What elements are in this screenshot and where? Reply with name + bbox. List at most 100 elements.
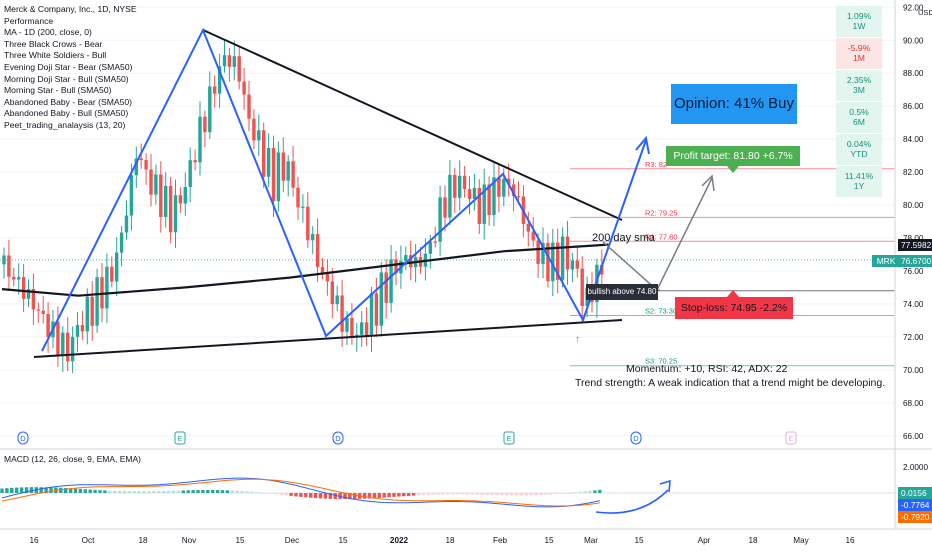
price-tick-label: 74.00 [903, 300, 924, 309]
earnings-marker[interactable] [174, 431, 186, 445]
stop-loss-label[interactable]: Stop-loss: 74.95 -2.2% [675, 297, 793, 319]
sma-200-line[interactable] [1, 243, 609, 297]
performance-cell-6m: 0.5% 6M [836, 102, 882, 133]
legend-performance[interactable]: Performance [4, 15, 54, 26]
earnings-marker[interactable] [503, 431, 515, 445]
macd-histogram-bar [15, 487, 19, 493]
projection-arrowhead [701, 174, 715, 192]
performance-period: 1M [853, 53, 865, 63]
macd-histogram-bar [19, 487, 24, 493]
legend-three-white-soldiers[interactable]: Three White Soldiers - Bull [4, 50, 107, 61]
macd-histogram-bar [44, 487, 48, 493]
bullish-above-label[interactable]: bullish above 74.80 [586, 284, 658, 300]
signal-line-badge: -0.7920 [898, 511, 932, 523]
candle-body [213, 86, 217, 94]
performance-cell-1m: -5.9% 1M [836, 38, 882, 69]
macd-histogram-bar [64, 488, 68, 493]
price-tick-label: 88.00 [903, 69, 924, 78]
profit-target-label[interactable]: Profit target: 81.80 +6.7% [666, 146, 800, 166]
macd-histogram-bar [568, 492, 573, 494]
performance-value: 0.5% [849, 107, 869, 117]
price-tick-label: 82.00 [903, 168, 924, 177]
candle-body [433, 241, 437, 243]
earnings-marker[interactable] [785, 431, 797, 445]
lower-trendline[interactable] [33, 319, 623, 358]
time-tick-label: Nov [182, 536, 197, 545]
macd-histogram-bar [539, 493, 543, 495]
stop-loss-pointer [727, 290, 739, 297]
dividend-marker[interactable] [332, 431, 344, 445]
time-tick-label: 16 [845, 536, 855, 545]
candle-body [266, 148, 271, 177]
price-tick-label: 78.00 [903, 234, 924, 243]
legend-abandoned-baby-bull[interactable]: Abandoned Baby - Bull (SMA50) [4, 108, 129, 119]
macd-histogram-badge: 0.0156 [898, 487, 932, 499]
upper-trendline[interactable] [202, 29, 623, 221]
macd-histogram-bar [460, 493, 465, 495]
candle-body [46, 313, 50, 338]
macd-histogram-bar [397, 493, 401, 497]
trend-strength-text: Trend strength: A weak indication that a… [575, 377, 886, 389]
legend-symbol-title[interactable]: Merck & Company, Inc., 1D, NYSE [4, 4, 137, 14]
candle-body [551, 242, 555, 282]
macd-histogram-bar [157, 491, 161, 493]
macd-histogram-bar [152, 491, 156, 493]
candle-body [17, 277, 21, 280]
candle-body [507, 178, 511, 185]
legend-ma[interactable]: MA - 1D (200, close, 0) [4, 27, 92, 38]
opinion-box[interactable]: Opinion: 41% Buy [671, 84, 797, 124]
legend-peet-analysis[interactable]: Peet_trading_analaysis (13, 20) [4, 119, 126, 130]
candle-body [178, 195, 183, 204]
time-tick-label: Mar [584, 536, 598, 545]
candle-body [306, 206, 310, 241]
price-axis[interactable]: 66.00 68.00 70.00 72.00 74.00 76.00 78.00 80.00… [903, 3, 932, 440]
dividend-marker[interactable] [17, 431, 29, 445]
legend-morning-star[interactable]: Morning Star - Bull (SMA50) [4, 85, 112, 96]
candle-body [144, 160, 148, 170]
symbol-badge: MRK [872, 255, 900, 267]
price-tick-label: 92.00 [903, 3, 924, 12]
momentum-text: Momentum: +10, RSI: 42, ADX: 22 [626, 363, 788, 375]
candle-body [124, 215, 129, 233]
candle-body [21, 277, 26, 299]
candle-body [95, 277, 99, 326]
macd-histogram-bar [500, 493, 504, 496]
pivot-level-label: S3: 70.25 [645, 357, 677, 366]
macd-histogram-bar [162, 490, 166, 493]
dividend-marker[interactable] [630, 431, 642, 445]
candle-body [467, 189, 472, 199]
candle-body [325, 272, 330, 282]
macd-histogram-bar [98, 490, 102, 493]
sma-200-label: 200 day sma [592, 232, 655, 244]
candle-body [453, 174, 457, 198]
macd-histogram-bar [343, 493, 347, 500]
candle-body [70, 336, 75, 362]
macd-title[interactable]: MACD (12, 26, close, 9, EMA, EMA) [4, 454, 141, 464]
time-tick-label: 15 [544, 536, 554, 545]
candle-body [193, 160, 197, 163]
performance-period: 1W [852, 21, 866, 31]
legend-three-black-crows[interactable]: Three Black Crows - Bear [4, 38, 103, 49]
macd-histogram-bar [122, 491, 127, 493]
macd-histogram-bar [299, 493, 303, 497]
legend-abandoned-baby-bear[interactable]: Abandoned Baby - Bear (SMA50) [4, 96, 133, 107]
legend-morning-doji-star[interactable]: Morning Doji Star - Bull (SMA50) [4, 73, 129, 84]
pivot-level-label: S2: 73.30 [645, 306, 677, 315]
candle-body [276, 152, 281, 202]
candle-body [232, 56, 236, 67]
macd-histogram-bar [215, 490, 220, 493]
candle-body [134, 158, 138, 176]
macd-histogram-bar [103, 490, 107, 493]
candle-body [183, 186, 187, 204]
performance-value: 2.35% [846, 75, 872, 85]
macd-histogram-bar [313, 493, 318, 499]
candle-body [409, 255, 413, 268]
macd-histogram-bar [220, 490, 225, 493]
legend-evening-doji-star[interactable]: Evening Doji Star - Bear (SMA50) [4, 61, 133, 72]
price-tick-label: 84.00 [903, 135, 924, 144]
macd-histogram-bar [201, 489, 205, 493]
candle-body [482, 184, 486, 224]
macd-histogram-bar [88, 489, 92, 493]
candle-body [556, 242, 560, 280]
